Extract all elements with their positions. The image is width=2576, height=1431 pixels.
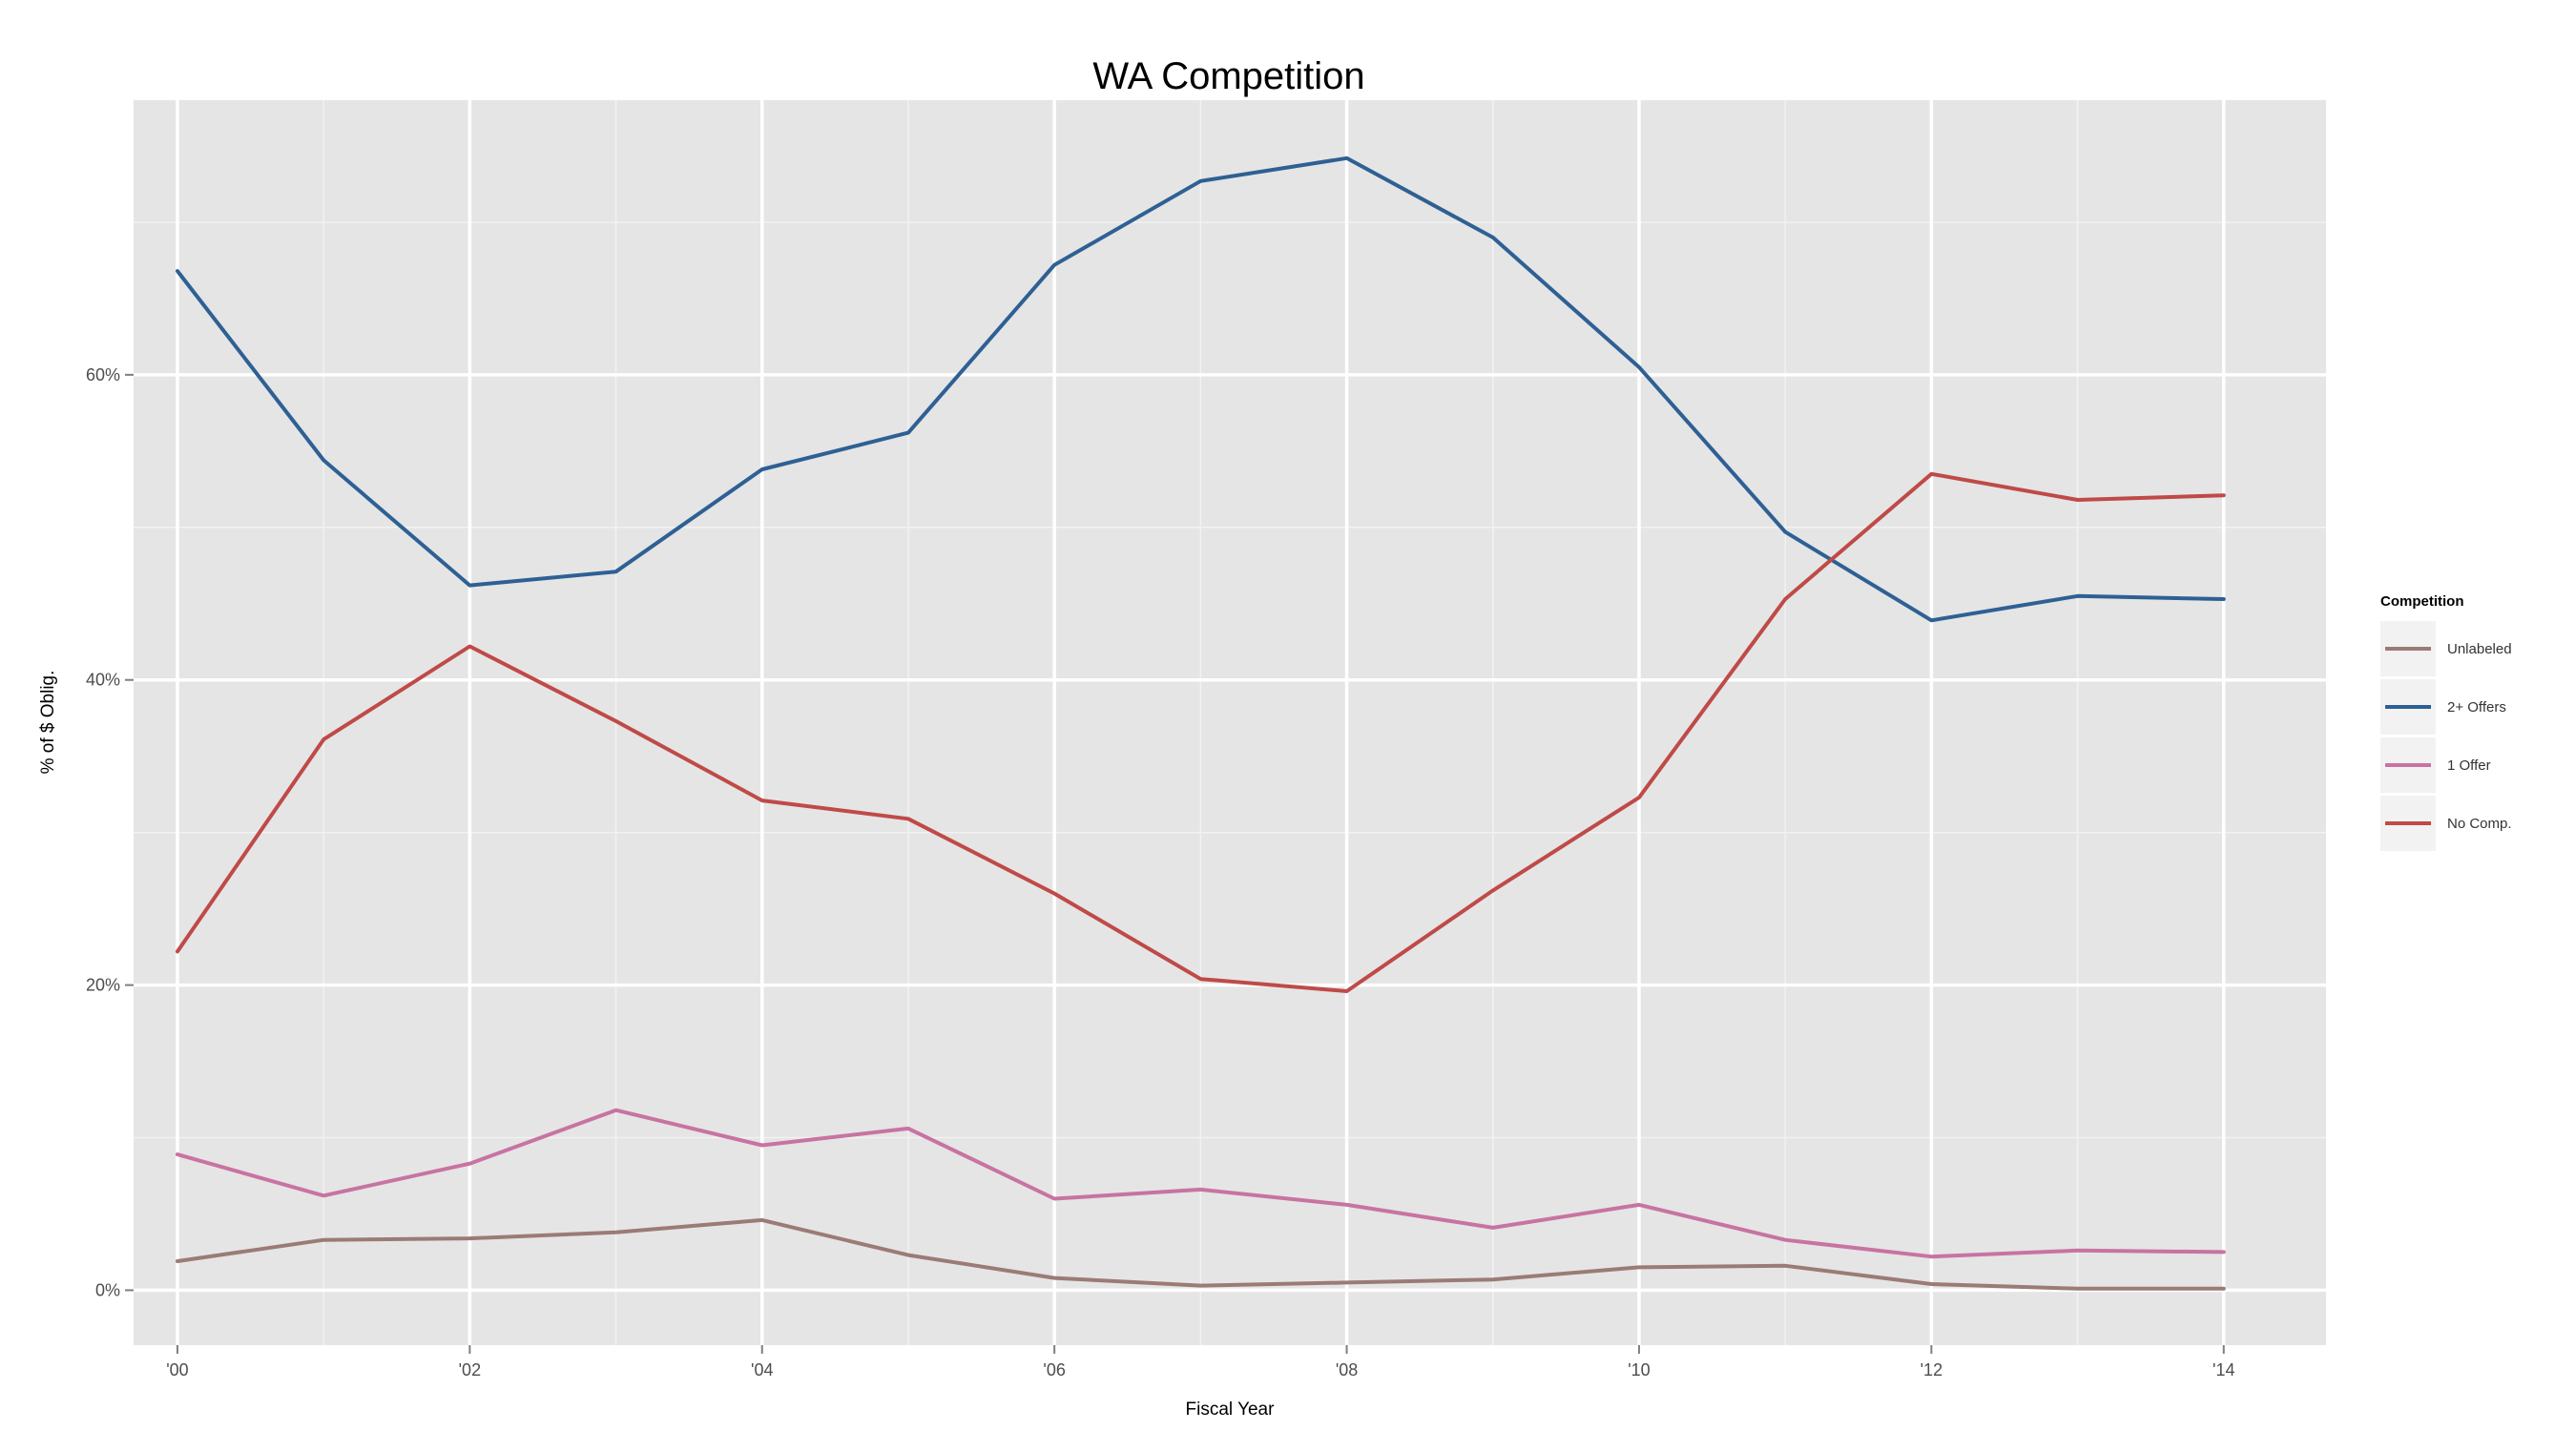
- series-lines: [176, 156, 2226, 1291]
- x-tick-label: '10: [1628, 1360, 1650, 1379]
- y-axis-title: % of $ Oblig.: [38, 671, 58, 775]
- x-axis: '00 '02 '04 '06 '08 '10 '12 '14: [166, 1345, 2234, 1379]
- x-tick-label: '02: [459, 1360, 481, 1379]
- plot-panel: [134, 100, 2326, 1345]
- series-line-1-offer: [176, 1108, 2226, 1259]
- legend-label-unlabeled: Unlabeled: [2447, 641, 2512, 657]
- y-tick-label: 0%: [95, 1280, 120, 1299]
- x-tick-label: '14: [2212, 1360, 2234, 1379]
- chart-title: WA Competition: [1092, 55, 1364, 97]
- y-tick-label: 60%: [86, 365, 120, 384]
- x-tick-label: '06: [1043, 1360, 1065, 1379]
- x-tick-label: '08: [1336, 1360, 1358, 1379]
- legend-label-1-offer: 1 Offer: [2447, 757, 2491, 774]
- x-tick-label: '04: [751, 1360, 773, 1379]
- series-line-2-offers: [176, 156, 2226, 623]
- x-tick-label: '12: [1921, 1360, 1942, 1379]
- legend-title: Competition: [2380, 593, 2464, 610]
- x-tick-label: '00: [166, 1360, 188, 1379]
- legend: Competition Unlabeled 2+ Offers 1 Offer No …: [2380, 593, 2512, 851]
- y-axis: 0% 20% 40% 60%: [86, 365, 134, 1299]
- x-axis-title: Fiscal Year: [1186, 1400, 1276, 1420]
- legend-label-2-offers: 2+ Offers: [2447, 699, 2506, 716]
- series-line-unlabeled: [176, 1217, 2226, 1291]
- legend-label-no-comp: No Comp.: [2447, 816, 2512, 832]
- y-tick-label: 40%: [86, 671, 120, 690]
- y-tick-label: 20%: [86, 976, 120, 995]
- series-line-no-comp: [176, 471, 2226, 993]
- major-gridlines: [134, 100, 2326, 1345]
